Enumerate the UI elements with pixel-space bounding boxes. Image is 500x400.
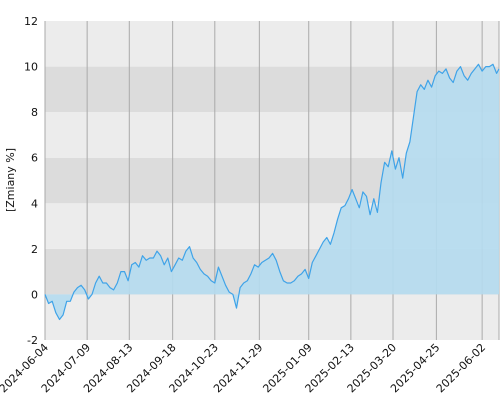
x-axis-tick-labels: 2024-06-042024-07-092024-08-132024-09-18… <box>0 341 488 395</box>
y-tick-label: 8 <box>31 106 38 119</box>
y-tick-label: 10 <box>24 61 38 74</box>
plot-band <box>45 21 499 67</box>
y-axis-tick-labels: -2 0 2 4 6 8 10 12 <box>24 15 38 347</box>
y-axis-label: [Zmiany %] <box>4 148 17 212</box>
data-area-fill <box>45 64 499 320</box>
y-tick-label: -2 <box>27 334 38 347</box>
x-tick-label: 2025-06-02 <box>434 341 488 395</box>
plot-band <box>45 294 499 340</box>
y-tick-label: 4 <box>31 197 38 210</box>
y-tick-label: 2 <box>31 243 38 256</box>
y-tick-label: 12 <box>24 15 38 28</box>
y-tick-label: 6 <box>31 152 38 165</box>
data-series-line <box>44 63 500 321</box>
y-tick-label: 0 <box>31 288 38 301</box>
